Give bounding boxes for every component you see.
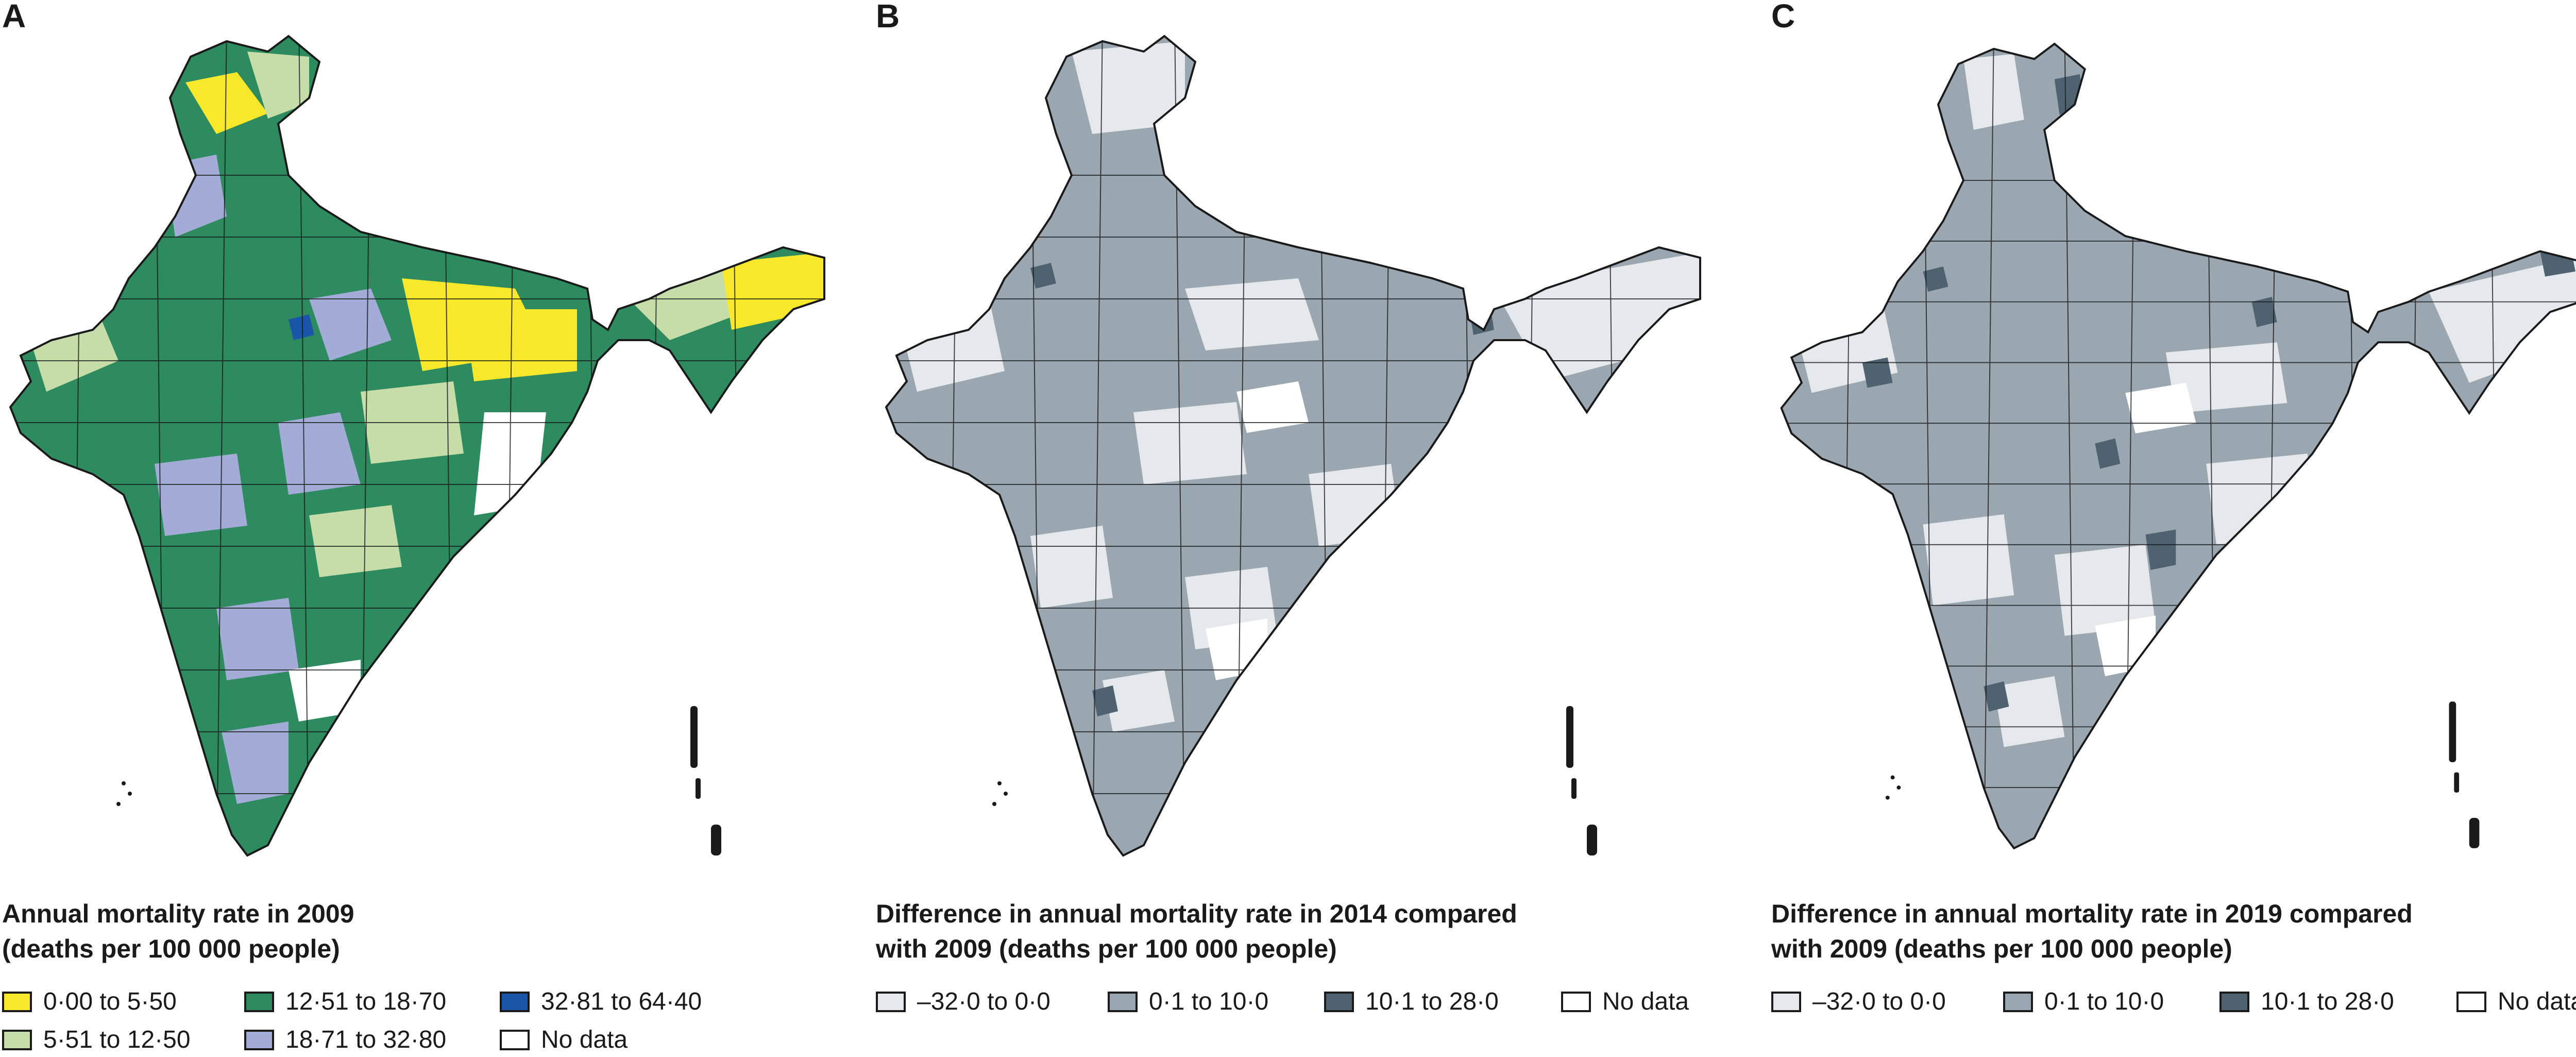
legend-item: –32·0 to 0·0 — [1771, 987, 1946, 1016]
islands — [1885, 701, 2480, 848]
panel-letter: C — [1771, 0, 1795, 35]
panel-a: A — [0, 0, 850, 1057]
panel-letter: A — [2, 0, 26, 35]
legend-swatch — [2, 991, 32, 1012]
legend-swatch — [1108, 991, 1138, 1012]
legend-swatch — [500, 991, 530, 1012]
legend-item: No data — [1561, 987, 1689, 1016]
legend-item: No data — [2456, 987, 2576, 1016]
district-fills — [10, 36, 824, 855]
legend-item: 0·1 to 10·0 — [2003, 987, 2164, 1016]
panel-c: C — [1771, 0, 2576, 1057]
legend-item: 0·1 to 10·0 — [1108, 987, 1268, 1016]
islands — [116, 706, 721, 855]
legend-title: Difference in annual mortality rate in 2… — [1771, 899, 2413, 963]
legend-item: –32·0 to 0·0 — [876, 987, 1050, 1016]
legend-swatch — [876, 991, 906, 1012]
legend-swatch — [500, 1029, 530, 1050]
legend-swatch — [2456, 991, 2486, 1012]
india-map-2009 — [9, 35, 825, 857]
legend-swatch — [1324, 991, 1354, 1012]
legend-item: 18·71 to 32·80 — [244, 1026, 446, 1054]
legend-swatch — [1771, 991, 1801, 1012]
legend-swatch — [244, 1029, 274, 1050]
legend-swatch — [2003, 991, 2033, 1012]
legend-item: No data — [500, 1026, 628, 1054]
legend-item: 0·00 to 5·50 — [2, 987, 177, 1016]
legend-item: 32·81 to 64·40 — [500, 987, 702, 1016]
panel-letter: B — [876, 0, 900, 35]
legend-swatch — [2219, 991, 2249, 1012]
legend-title: Difference in annual mortality rate in 2… — [876, 899, 1517, 963]
legend-item: 10·1 to 28·0 — [1324, 987, 1499, 1016]
legend-title: Annual mortality rate in 2009 (deaths pe… — [2, 899, 354, 963]
legend-swatch — [244, 991, 274, 1012]
india-map-2019-diff — [1780, 43, 2576, 849]
india-map-2014-diff — [885, 35, 1701, 857]
islands — [992, 706, 1597, 855]
legend-item: 5·51 to 12·50 — [2, 1026, 191, 1054]
panel-b: B — [876, 0, 1726, 1057]
district-fills — [886, 36, 1700, 855]
legend-swatch — [1561, 991, 1591, 1012]
legend-swatch — [2, 1029, 32, 1050]
legend-item: 10·1 to 28·0 — [2219, 987, 2394, 1016]
legend-item: 12·51 to 18·70 — [244, 987, 446, 1016]
